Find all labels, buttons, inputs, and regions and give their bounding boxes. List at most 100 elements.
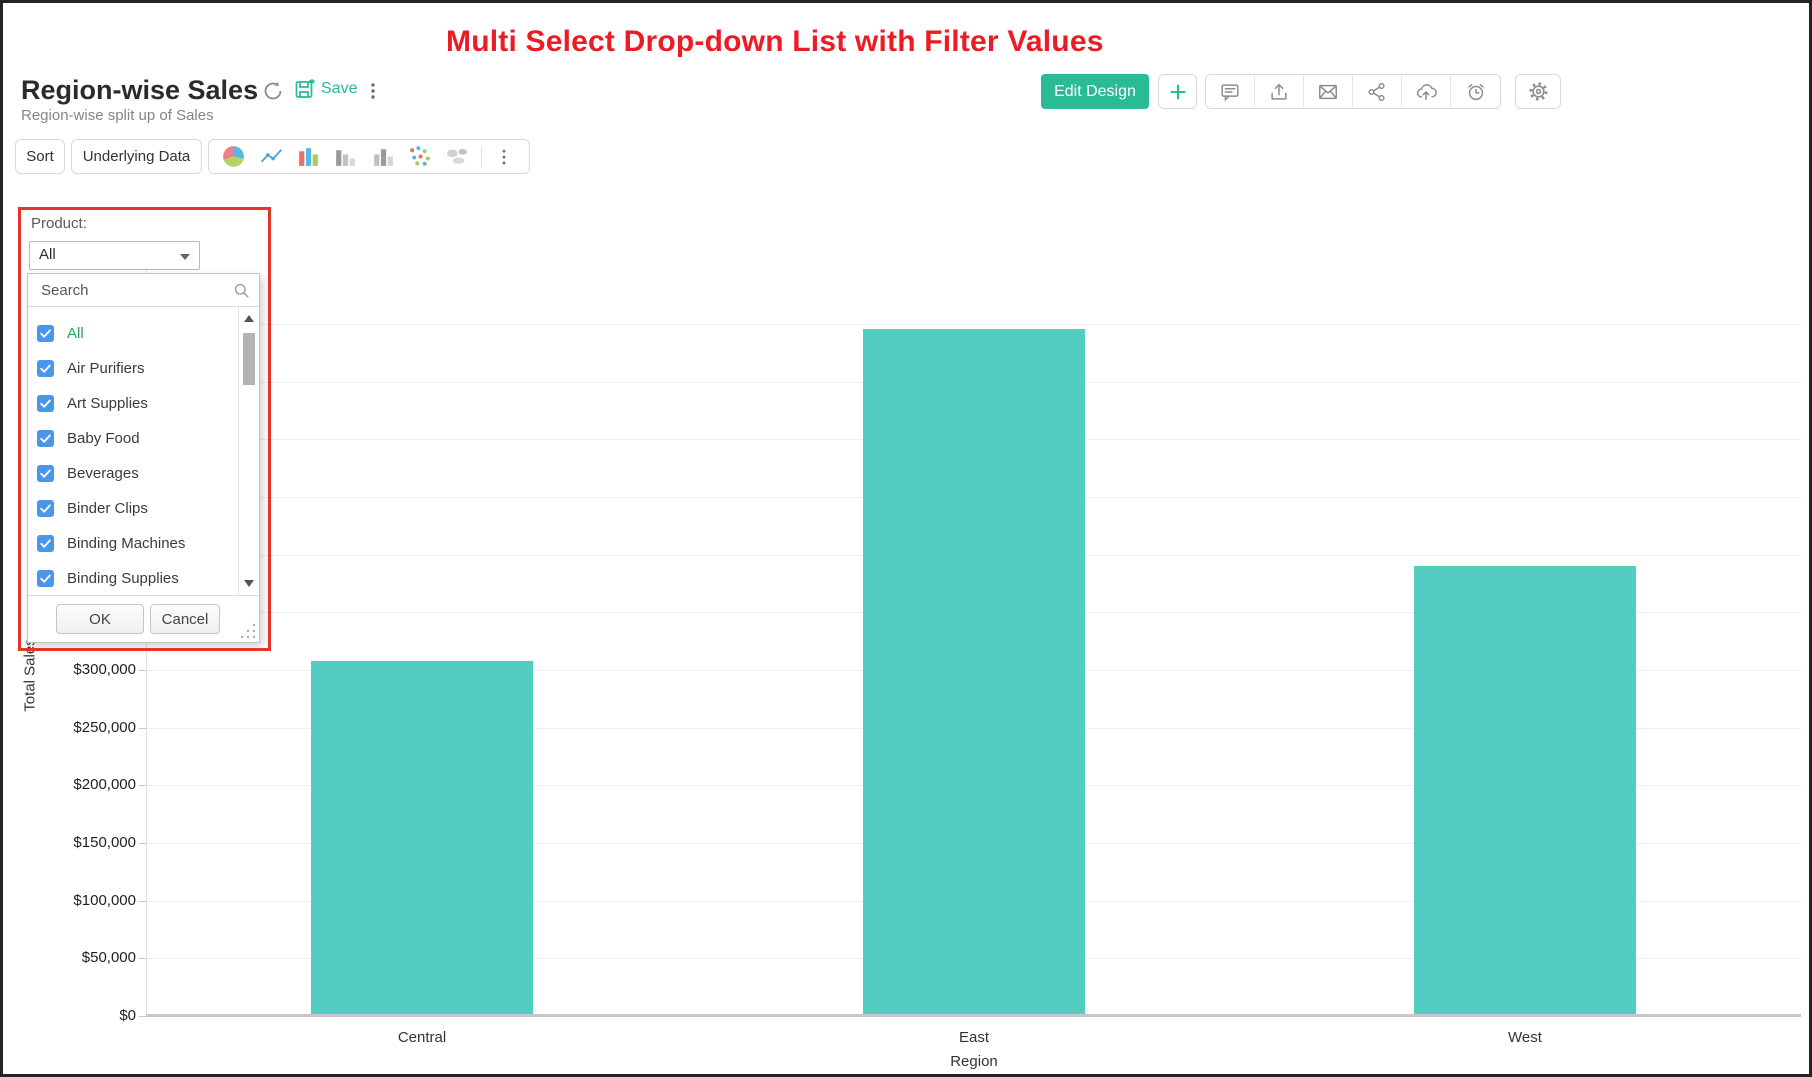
filter-option-row[interactable]: Baby Food — [28, 421, 238, 456]
scatter-chart-icon[interactable] — [402, 144, 439, 170]
page-title: Region-wise Sales — [21, 75, 259, 105]
bar-east[interactable] — [863, 329, 1085, 1016]
y-tick-mark — [139, 670, 146, 671]
y-tick-mark — [139, 728, 146, 729]
selected-filter-value: All — [39, 246, 56, 263]
y-axis-title: Total Sales — [21, 638, 39, 712]
comment-icon — [1221, 83, 1239, 102]
scroll-up-icon[interactable] — [244, 315, 254, 322]
y-tick-label: $200,000 — [73, 776, 136, 793]
export-icon — [1271, 83, 1287, 100]
bar-central[interactable] — [311, 661, 533, 1016]
filter-option-row[interactable]: Air Purifiers — [28, 351, 238, 386]
filter-option-list: All Air Purifiers Art Supplies Baby Food Bev… — [28, 307, 238, 595]
underlying-data-button[interactable]: Underlying Data — [71, 139, 202, 174]
save-icon — [295, 79, 315, 98]
save-label: Save — [321, 80, 358, 97]
alerts-button[interactable] — [1451, 75, 1500, 108]
scrollbar[interactable] — [238, 307, 259, 595]
plus-icon — [1170, 84, 1185, 99]
filter-option-row[interactable]: Binding Supplies — [28, 561, 238, 595]
bar-chart-gray-icon[interactable] — [327, 144, 364, 170]
toolbar-divider — [480, 146, 482, 167]
filter-option-label: Beverages — [67, 465, 139, 482]
resize-grip-icon[interactable] — [239, 622, 257, 640]
pie-chart-icon[interactable] — [215, 144, 252, 170]
ok-button[interactable]: OK — [56, 604, 144, 634]
export-button[interactable] — [1255, 75, 1304, 108]
chevron-down-icon — [180, 254, 190, 260]
filter-label: Product: — [31, 215, 87, 232]
y-tick-mark — [139, 785, 146, 786]
checkbox-checked-icon[interactable] — [37, 395, 54, 412]
refresh-icon[interactable] — [261, 79, 285, 103]
more-options-icon[interactable] — [361, 79, 385, 103]
checkbox-checked-icon[interactable] — [37, 430, 54, 447]
checkbox-checked-icon[interactable] — [37, 325, 54, 342]
search-input[interactable] — [28, 274, 259, 306]
filter-option-label: Binding Supplies — [67, 570, 179, 587]
scroll-down-icon[interactable] — [244, 580, 254, 587]
filter-option-row[interactable]: Binding Machines — [28, 526, 238, 561]
share-icon — [1368, 82, 1385, 101]
checkbox-checked-icon[interactable] — [37, 535, 54, 552]
x-category-label: Central — [397, 1029, 447, 1046]
cloud-upload-icon — [1416, 83, 1437, 100]
gear-icon — [1528, 82, 1548, 101]
share-button[interactable] — [1353, 75, 1402, 108]
multi-select-dropdown-panel: All Air Purifiers Art Supplies Baby Food Bev… — [27, 273, 260, 643]
filter-option-label: Art Supplies — [67, 395, 148, 412]
header-action-group — [1205, 74, 1501, 109]
y-tick-label: $100,000 — [73, 892, 136, 909]
scrollbar-thumb[interactable] — [243, 333, 255, 385]
email-button[interactable] — [1304, 75, 1353, 108]
filter-option-label: Air Purifiers — [67, 360, 145, 377]
y-tick-label: $300,000 — [73, 661, 136, 678]
x-category-label: East — [958, 1029, 989, 1046]
cancel-button[interactable]: Cancel — [150, 604, 220, 634]
y-tick-label: $50,000 — [81, 949, 136, 966]
x-category-label: West — [1508, 1029, 1542, 1046]
save-button[interactable]: Save — [293, 77, 357, 101]
column-chart-icon[interactable] — [290, 144, 327, 170]
search-icon — [234, 283, 249, 298]
email-icon — [1319, 84, 1337, 99]
y-tick-mark — [139, 843, 146, 844]
edit-design-button[interactable]: Edit Design — [1041, 74, 1149, 109]
x-axis-title: Region — [950, 1053, 998, 1070]
page-subtitle: Region-wise split up of Sales — [21, 107, 214, 124]
bar-west[interactable] — [1414, 566, 1636, 1016]
filter-option-row[interactable]: All — [28, 316, 238, 351]
map-chart-icon[interactable] — [439, 144, 476, 170]
checkbox-checked-icon[interactable] — [37, 570, 54, 587]
y-tick-mark — [139, 901, 146, 902]
checkbox-checked-icon[interactable] — [37, 465, 54, 482]
panel-footer: OK Cancel — [28, 595, 259, 642]
checkbox-checked-icon[interactable] — [37, 500, 54, 517]
product-filter-dropdown[interactable]: All — [29, 241, 200, 270]
publish-button[interactable] — [1402, 75, 1451, 108]
y-tick-label: $150,000 — [73, 834, 136, 851]
line-chart-icon[interactable] — [252, 144, 289, 170]
comments-button[interactable] — [1206, 75, 1255, 108]
filter-option-label: Binding Machines — [67, 535, 186, 552]
settings-button[interactable] — [1515, 74, 1561, 109]
add-button[interactable] — [1158, 74, 1197, 109]
filter-option-label: All — [67, 325, 84, 342]
more-chart-types-icon[interactable] — [486, 144, 523, 170]
stacked-chart-gray-icon[interactable] — [365, 144, 402, 170]
y-tick-label: $250,000 — [73, 719, 136, 736]
checkbox-checked-icon[interactable] — [37, 360, 54, 377]
y-tick-mark — [139, 1016, 146, 1017]
sort-button[interactable]: Sort — [15, 139, 65, 174]
filter-option-row[interactable]: Binder Clips — [28, 491, 238, 526]
chart-type-toolbar — [208, 139, 530, 174]
search-row — [28, 274, 259, 307]
filter-option-row[interactable]: Beverages — [28, 456, 238, 491]
filter-option-label: Binder Clips — [67, 500, 148, 517]
filter-option-label: Baby Food — [67, 430, 140, 447]
annotation-title: Multi Select Drop-down List with Filter … — [446, 25, 1104, 58]
filter-option-row[interactable]: Art Supplies — [28, 386, 238, 421]
y-tick-label: $0 — [119, 1007, 136, 1024]
